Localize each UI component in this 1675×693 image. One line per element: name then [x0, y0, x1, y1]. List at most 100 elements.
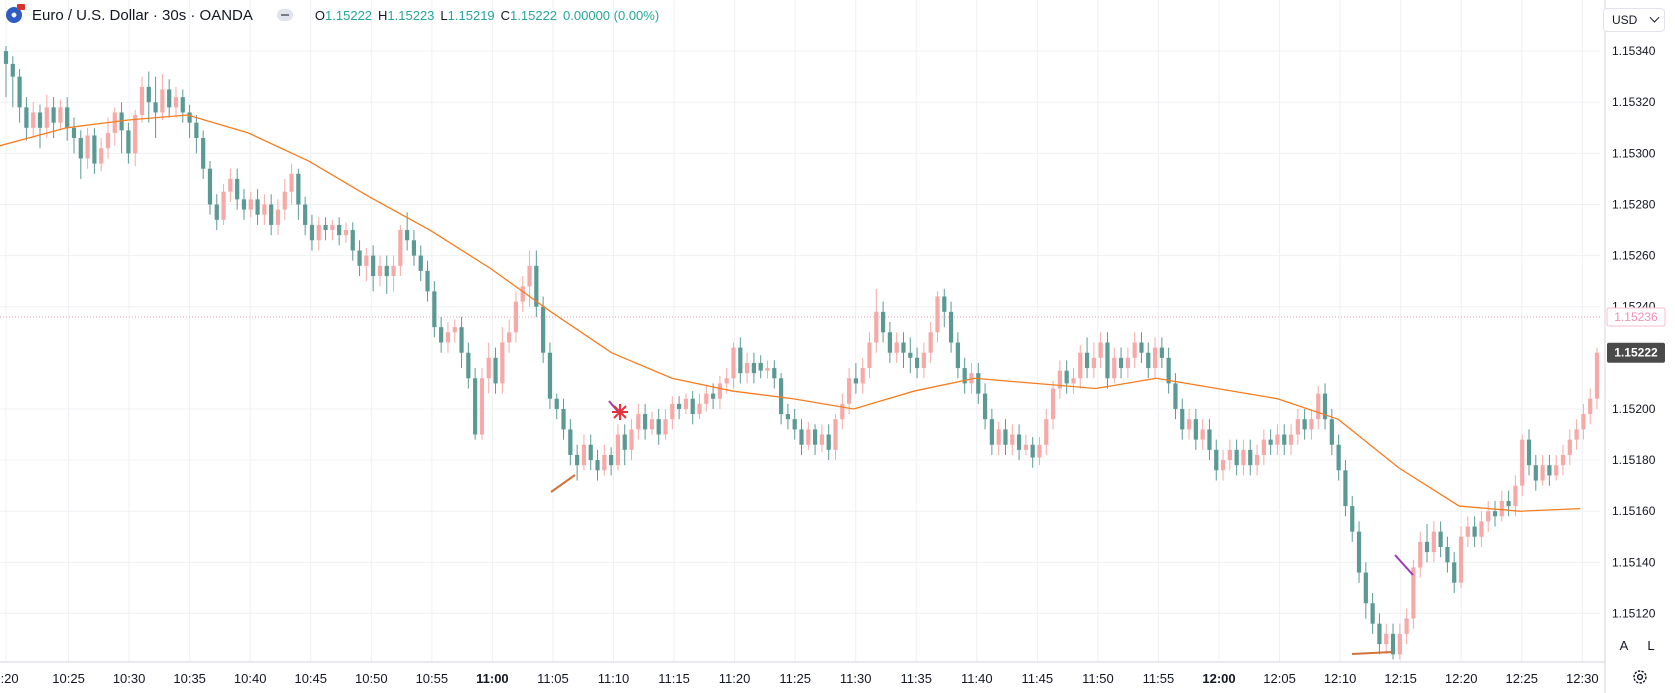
candle-body	[432, 291, 437, 328]
candle-body	[221, 191, 226, 220]
candle	[160, 74, 165, 121]
candle	[1316, 385, 1321, 430]
candle	[799, 419, 804, 455]
candle-body	[411, 240, 417, 256]
candle-body	[636, 414, 641, 430]
candle-body	[772, 368, 777, 379]
candle	[704, 385, 709, 412]
candle	[1064, 360, 1069, 394]
candle-body	[765, 368, 770, 371]
time-axis-background[interactable]	[0, 662, 1605, 693]
candle	[214, 194, 219, 231]
candle	[1329, 408, 1334, 455]
y-tick-label: 1.15280	[1612, 197, 1656, 211]
candle-body	[1513, 485, 1518, 507]
candle-body	[812, 429, 818, 445]
horizontal-ray-drawing[interactable]	[1351, 651, 1393, 655]
gear-icon[interactable]	[1631, 668, 1649, 686]
candle-body	[343, 230, 349, 236]
candle-body	[547, 352, 553, 399]
candle	[384, 255, 389, 294]
candle	[1343, 460, 1348, 517]
candle	[663, 408, 668, 440]
log-scale-button[interactable]: L	[1640, 634, 1662, 656]
candle	[31, 102, 36, 139]
candle-body	[235, 178, 240, 200]
candle-body	[1445, 546, 1450, 563]
candle	[275, 199, 281, 236]
candle	[1084, 337, 1090, 379]
candle	[1288, 424, 1294, 455]
candle-body	[581, 444, 587, 466]
candle-body	[711, 393, 716, 399]
candle	[880, 301, 886, 343]
candle	[146, 71, 151, 123]
candle	[643, 403, 648, 440]
candle-body	[364, 255, 369, 266]
candle	[1193, 408, 1198, 450]
currency-selector[interactable]: USD	[1603, 8, 1665, 32]
candle-body	[173, 97, 179, 108]
cross-marker[interactable]	[612, 404, 628, 420]
candle	[772, 360, 777, 389]
hide-legend-icon[interactable]	[276, 9, 293, 21]
candle-body	[51, 107, 56, 123]
candle	[1071, 368, 1076, 394]
candle-body	[670, 403, 675, 420]
candle	[105, 117, 111, 159]
candle-body	[1295, 419, 1300, 435]
candle	[1227, 439, 1232, 471]
y-tick-label: 1.15320	[1612, 95, 1656, 109]
candle-body	[880, 311, 886, 333]
auto-scale-button[interactable]: A	[1613, 634, 1635, 656]
candle	[765, 360, 770, 379]
candle-body	[1125, 357, 1130, 369]
candle	[1003, 419, 1008, 455]
symbol-title[interactable]: Euro / U.S. Dollar · 30s · OANDA	[32, 6, 253, 24]
user-drawings[interactable]	[550, 400, 1414, 655]
chart-grid	[0, 0, 1600, 662]
candle-body	[1363, 572, 1368, 604]
candle	[1261, 429, 1266, 466]
candle	[1139, 332, 1144, 363]
candle-body	[1023, 444, 1028, 450]
candle	[1350, 495, 1355, 542]
y-tick-label: 1.15340	[1612, 44, 1656, 58]
candle-body	[561, 408, 566, 430]
candle-body	[1329, 419, 1334, 445]
candle	[1540, 454, 1545, 486]
candle-body	[1418, 541, 1423, 568]
candle-body	[1261, 439, 1266, 455]
candle	[690, 391, 695, 425]
candle-body	[473, 378, 478, 435]
candle-body	[24, 107, 29, 128]
candle-body	[1207, 429, 1212, 450]
candle	[65, 97, 70, 141]
candle	[1533, 454, 1538, 491]
candle	[826, 424, 831, 461]
candle-body	[452, 327, 457, 333]
candle-body	[527, 265, 532, 287]
last-price-tag: 1.15222	[1607, 342, 1665, 363]
currency-label: USD	[1612, 13, 1638, 27]
candle	[1554, 454, 1559, 481]
candle	[1452, 552, 1457, 593]
candle	[962, 357, 967, 394]
candle	[1574, 419, 1579, 450]
candle-body	[479, 378, 485, 435]
candle-body	[1220, 460, 1226, 471]
x-tick-label: 10:45	[294, 671, 327, 686]
candle-body	[493, 357, 498, 384]
candle-body	[1424, 541, 1430, 553]
candle-body	[139, 86, 145, 116]
candle	[982, 383, 988, 430]
candle-body	[575, 454, 580, 466]
candle-body	[1404, 618, 1409, 634]
ohlc-low: L1.15219	[440, 7, 495, 23]
trend-line-drawing[interactable]	[550, 474, 576, 493]
trend-line-drawing[interactable]	[1394, 554, 1414, 576]
candle	[1384, 623, 1389, 655]
candle-body	[1064, 370, 1069, 384]
candle	[921, 342, 926, 379]
